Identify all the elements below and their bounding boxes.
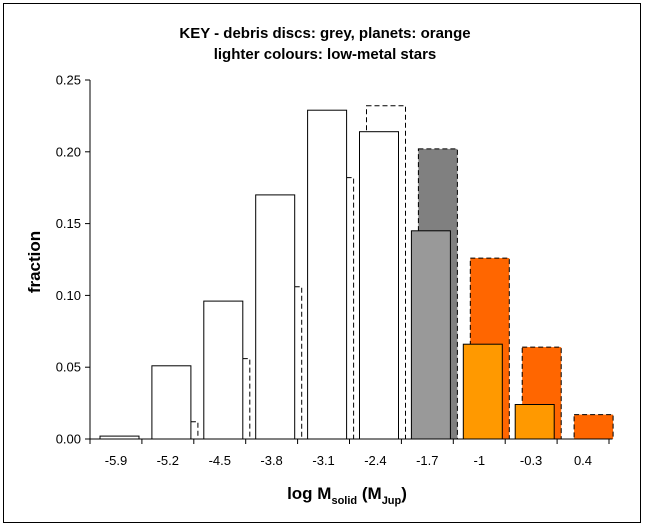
bars-series-solid <box>99 109 555 440</box>
y-tick-label: 0.00 <box>56 432 81 447</box>
bar-solid--4.5 <box>203 300 244 440</box>
y-tick-label: 0.10 <box>56 288 81 303</box>
y-axis-ticks: 0.00 0.05 0.10 0.15 0.20 0.25 <box>56 73 90 447</box>
chart-title-line-2: lighter colours: low-metal stars <box>214 46 437 63</box>
x-axis-label-paren-close: ) <box>401 484 407 503</box>
bar-solid--1 <box>462 343 503 440</box>
bar-solid--5.2 <box>151 365 192 440</box>
x-tick-label: -4.5 <box>209 453 231 468</box>
bar-solid--1.7 <box>410 230 451 440</box>
x-axis-label: log Msolid (MJup) <box>287 484 407 507</box>
bar-dashed-0.4 <box>573 414 614 440</box>
y-tick-label: 0.15 <box>56 216 81 231</box>
y-tick-label: 0.25 <box>56 73 81 88</box>
x-tick-label: 0.4 <box>574 453 592 468</box>
chart-title-line-1: KEY - debris discs: grey, planets: orang… <box>179 25 470 42</box>
x-tick-label: -3.1 <box>312 453 334 468</box>
x-axis-label-sub: solid <box>331 495 357 507</box>
x-axis-ticks: -5.9 -5.2 -4.5 -3.8 -3.1 -2.4 -1.7 -1 -0.3 0.4 <box>89 439 610 468</box>
x-tick-label: -0.3 <box>520 453 542 468</box>
x-axis-label-main: log M <box>287 484 331 503</box>
bar-solid--3.8 <box>255 194 296 440</box>
plot-area: 0.00 0.05 0.10 0.15 0.20 0.25 -5.9 -5.2 -4.5 -3.… <box>56 73 614 468</box>
x-axis-label-paren-sub: Jup <box>382 495 402 507</box>
x-tick-label: -3.8 <box>260 453 282 468</box>
bar-solid--0.3 <box>514 404 555 440</box>
x-tick-label: -2.4 <box>364 453 386 468</box>
x-axis-label-paren-open: (M <box>357 484 382 503</box>
bar-solid--3.1 <box>307 109 348 440</box>
x-tick-label: -1.7 <box>416 453 438 468</box>
chart-title: KEY - debris discs: grey, planets: orang… <box>179 25 470 63</box>
bar-solid--2.4 <box>359 131 399 440</box>
x-tick-label: -1 <box>474 453 486 468</box>
x-tick-label: -5.9 <box>105 453 127 468</box>
x-tick-label: -5.2 <box>157 453 179 468</box>
y-tick-label: 0.20 <box>56 144 81 159</box>
y-axis-label: fraction <box>25 231 44 293</box>
y-tick-label: 0.05 <box>56 360 81 375</box>
